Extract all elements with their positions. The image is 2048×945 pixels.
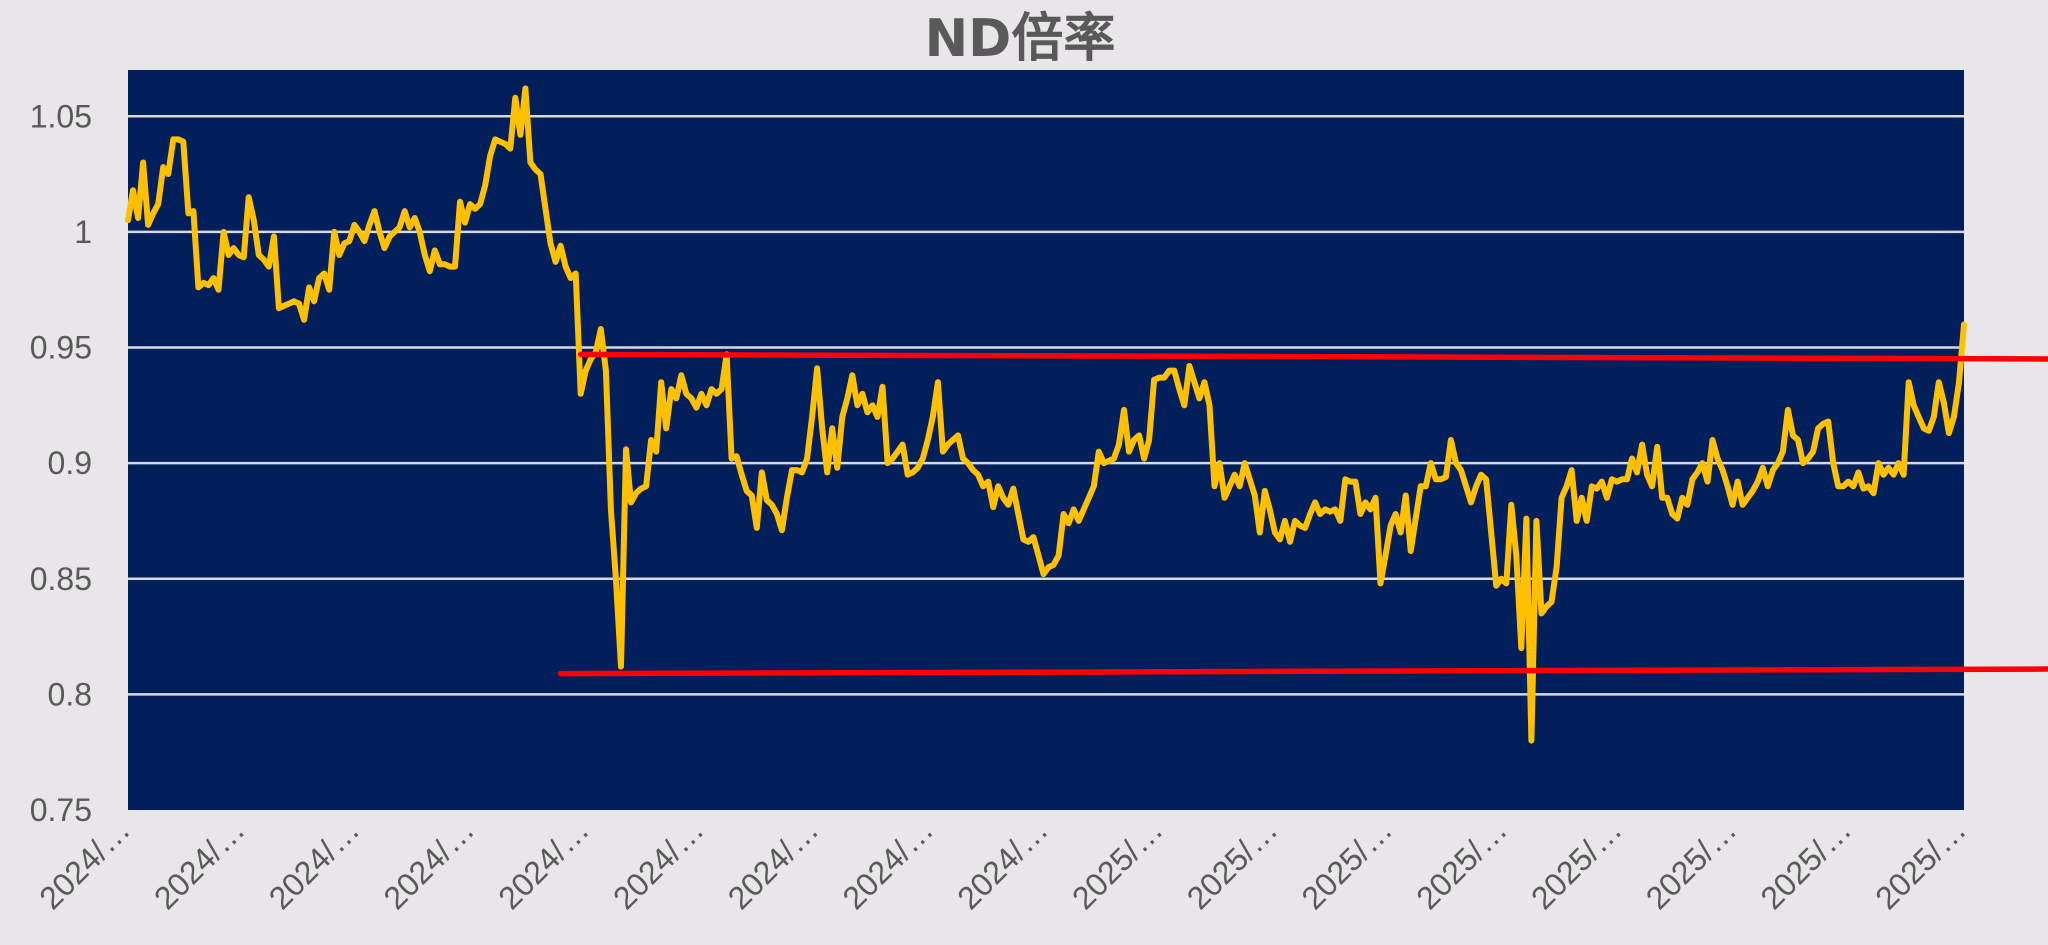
x-tick-label: 2024/… xyxy=(376,811,481,916)
x-tick-label: 2024/… xyxy=(721,811,826,916)
x-axis: 2024/… 2024/… 2024/… 2024/… 2024/… 2024/… 2024… xyxy=(32,811,1973,916)
series-line-nd-ratio xyxy=(125,85,1967,744)
x-tick-label: 2025/… xyxy=(1753,811,1858,916)
gridlines xyxy=(128,115,1964,696)
y-axis: 0.75 0.8 0.85 0.9 0.95 1 1.05 xyxy=(30,98,92,828)
y-tick-label: 0.8 xyxy=(48,676,92,712)
x-tick-label: 2025/… xyxy=(1180,811,1285,916)
x-tick-label: 2024/… xyxy=(606,811,711,916)
chart-title: ND倍率 xyxy=(925,9,1116,69)
y-tick-label: 0.75 xyxy=(30,792,92,828)
plot-area xyxy=(128,70,1964,810)
y-tick-label: 1.05 xyxy=(30,98,92,134)
x-tick-label: 2025/… xyxy=(1065,811,1170,916)
y-tick-label: 0.95 xyxy=(30,330,92,366)
x-tick-label: 2024/… xyxy=(262,811,367,916)
x-tick-label: 2025/… xyxy=(1409,811,1514,916)
x-tick-label: 2025/… xyxy=(1868,811,1973,916)
x-tick-label: 2025/… xyxy=(1639,811,1744,916)
lower-trend-line xyxy=(557,666,2048,677)
x-tick-label: 2024/… xyxy=(491,811,596,916)
upper-trend-line xyxy=(577,351,2048,362)
y-tick-label: 1 xyxy=(74,214,92,250)
x-tick-label: 2024/… xyxy=(835,811,940,916)
x-tick-label: 2025/… xyxy=(1294,811,1399,916)
x-tick-label: 2024/… xyxy=(147,811,252,916)
y-tick-label: 0.9 xyxy=(48,445,92,481)
x-tick-label: 2025/… xyxy=(1524,811,1629,916)
series-layer xyxy=(125,85,2048,744)
x-tick-label: 2024/… xyxy=(950,811,1055,916)
y-tick-label: 0.85 xyxy=(30,561,92,597)
